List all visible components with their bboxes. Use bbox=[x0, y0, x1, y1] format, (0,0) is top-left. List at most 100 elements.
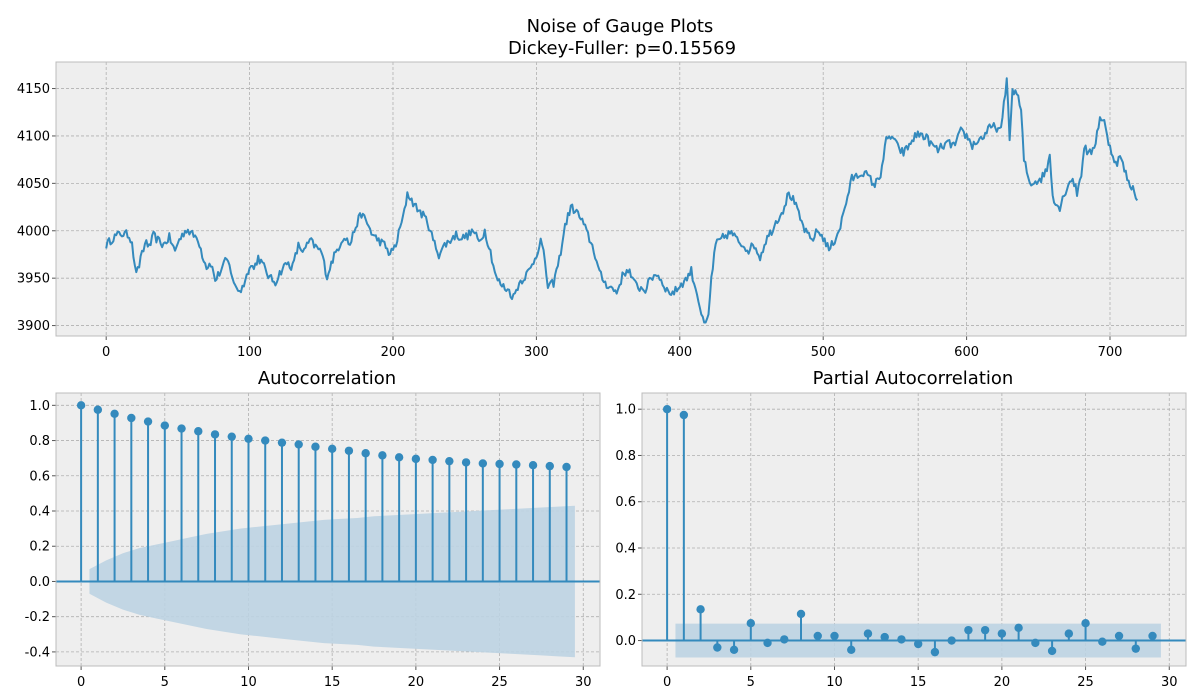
acf-y-tick-label: 0.6 bbox=[29, 469, 50, 484]
pacf-marker bbox=[1031, 638, 1040, 648]
pacf-marker bbox=[713, 643, 722, 652]
pacf-marker bbox=[880, 632, 889, 642]
acf-y-tick-label: 0.8 bbox=[29, 434, 50, 449]
acf-marker bbox=[177, 424, 186, 433]
pacf-y-tick-label: 0.8 bbox=[615, 449, 636, 464]
acf-marker bbox=[160, 421, 169, 430]
ts-x-tick-label: 400 bbox=[667, 345, 692, 360]
pacf-axes-background bbox=[642, 393, 1186, 666]
ts-y-tick-label: 3950 bbox=[17, 272, 50, 287]
acf-marker bbox=[411, 454, 421, 464]
acf-marker bbox=[378, 451, 387, 460]
acf-marker bbox=[311, 442, 320, 451]
acf-y-tick-label: 0.0 bbox=[29, 575, 50, 590]
pacf-marker bbox=[780, 635, 789, 644]
acf-y-tick-label: 0.4 bbox=[29, 505, 50, 520]
pacf-axes-frame bbox=[641, 392, 1187, 667]
pacf-marker bbox=[897, 635, 906, 644]
acf-y-tick-label: 1.0 bbox=[29, 399, 50, 414]
acf-x-tick-label: 5 bbox=[161, 675, 169, 690]
pacf-y-tick-label: 1.0 bbox=[615, 403, 636, 418]
figure-title-line2: Dickey-Fuller: p=0.15569 bbox=[508, 38, 736, 59]
acf-y-tick-label: -0.4 bbox=[25, 645, 50, 660]
acf-marker bbox=[93, 405, 103, 414]
acf-marker bbox=[344, 446, 354, 455]
pacf-y-tick-label: 0.2 bbox=[615, 588, 636, 603]
acf-marker bbox=[361, 449, 370, 458]
pacf-marker bbox=[947, 636, 956, 645]
acf-marker bbox=[277, 438, 287, 447]
pacf-marker bbox=[813, 631, 822, 641]
acf-x-tick-label: 30 bbox=[575, 675, 592, 690]
acf-marker bbox=[445, 456, 454, 466]
pacf-marker bbox=[1014, 623, 1023, 633]
pacf-marker bbox=[1047, 646, 1057, 656]
pacf-y-tick-label: 0.6 bbox=[615, 495, 636, 510]
pacf-marker bbox=[1114, 631, 1124, 641]
acf-x-tick-label: 10 bbox=[240, 675, 257, 690]
acf-marker bbox=[227, 432, 236, 441]
ts-y-tick-label: 4100 bbox=[17, 129, 50, 144]
pacf-marker bbox=[847, 645, 856, 655]
pacf-x-tick-label: 30 bbox=[1161, 675, 1178, 690]
acf-marker bbox=[194, 427, 203, 436]
acf-marker bbox=[461, 458, 471, 467]
acf-marker bbox=[294, 440, 303, 449]
ts-x-tick-label: 500 bbox=[811, 345, 836, 360]
acf-x-tick-label: 15 bbox=[324, 675, 341, 690]
partial-autocorrelation-plot: 0 5 10 15 20 25 30 0.0 0.2 0.4 0.6 0.8 1.0 Partial Au… bbox=[615, 368, 1187, 690]
acf-marker bbox=[110, 409, 119, 418]
pacf-x-tick-label: 10 bbox=[826, 675, 843, 690]
acf-y-tick-label: -0.2 bbox=[25, 610, 50, 625]
time-series-plot: 0 100 200 300 400 500 600 700 3900 3950 4000 4050 41… bbox=[17, 61, 1187, 360]
acf-marker bbox=[528, 461, 538, 470]
acf-marker bbox=[261, 436, 270, 445]
ts-x-tick-label: 300 bbox=[524, 345, 549, 360]
pacf-y-tick-label: 0.4 bbox=[615, 542, 636, 557]
ts-x-tick-label: 100 bbox=[237, 345, 262, 360]
figure-title-line1: Noise of Gauge Plots bbox=[527, 16, 714, 37]
acf-marker bbox=[76, 401, 86, 410]
pacf-marker bbox=[830, 631, 839, 641]
pacf-marker bbox=[679, 410, 689, 420]
ts-y-tick-label: 4150 bbox=[17, 82, 50, 97]
acf-marker bbox=[210, 430, 220, 439]
ts-y-tick-label: 4000 bbox=[17, 224, 50, 239]
ts-y-tick-label: 4050 bbox=[17, 177, 50, 192]
ts-y-tick-label: 3900 bbox=[17, 319, 50, 334]
pacf-x-tick-label: 20 bbox=[994, 675, 1011, 690]
pacf-x-tick-label: 0 bbox=[663, 675, 671, 690]
acf-y-tick-label: 0.2 bbox=[29, 540, 50, 555]
pacf-marker bbox=[1148, 631, 1157, 641]
ts-x-tick-label: 700 bbox=[1098, 345, 1123, 360]
acf-marker bbox=[394, 453, 404, 462]
pacf-marker bbox=[863, 629, 873, 638]
acf-marker bbox=[478, 459, 488, 468]
pacf-x-tick-label: 25 bbox=[1077, 675, 1094, 690]
pacf-marker bbox=[1131, 644, 1140, 653]
acf-marker bbox=[244, 434, 253, 443]
autocorrelation-plot: 0 5 10 15 20 25 30 -0.4 -0.2 0.0 0.2 0.4 0.6 0.8 1.0 Au… bbox=[25, 368, 601, 690]
ts-axes-frame bbox=[55, 61, 1187, 337]
pacf-marker bbox=[796, 609, 806, 619]
pacf-marker bbox=[662, 404, 672, 414]
acf-marker bbox=[428, 455, 437, 465]
pacf-marker bbox=[696, 605, 705, 614]
pacf-x-tick-label: 15 bbox=[910, 675, 927, 690]
pacf-marker bbox=[980, 625, 990, 635]
noise-series-line bbox=[105, 77, 1139, 324]
pacf-x-tick-label: 5 bbox=[747, 675, 755, 690]
acf-x-tick-label: 0 bbox=[77, 675, 85, 690]
pacf-marker bbox=[1098, 637, 1107, 646]
acf-marker bbox=[327, 444, 337, 454]
acf-axes-frame bbox=[55, 392, 601, 667]
pacf-marker bbox=[746, 618, 755, 628]
acf-marker bbox=[127, 413, 136, 423]
ts-x-tick-label: 0 bbox=[102, 345, 110, 360]
autocorrelation-title: Autocorrelation bbox=[258, 368, 396, 389]
pacf-marker bbox=[729, 645, 739, 655]
acf-marker bbox=[512, 460, 521, 469]
pacf-marker bbox=[1081, 618, 1090, 628]
pacf-marker bbox=[997, 629, 1007, 638]
